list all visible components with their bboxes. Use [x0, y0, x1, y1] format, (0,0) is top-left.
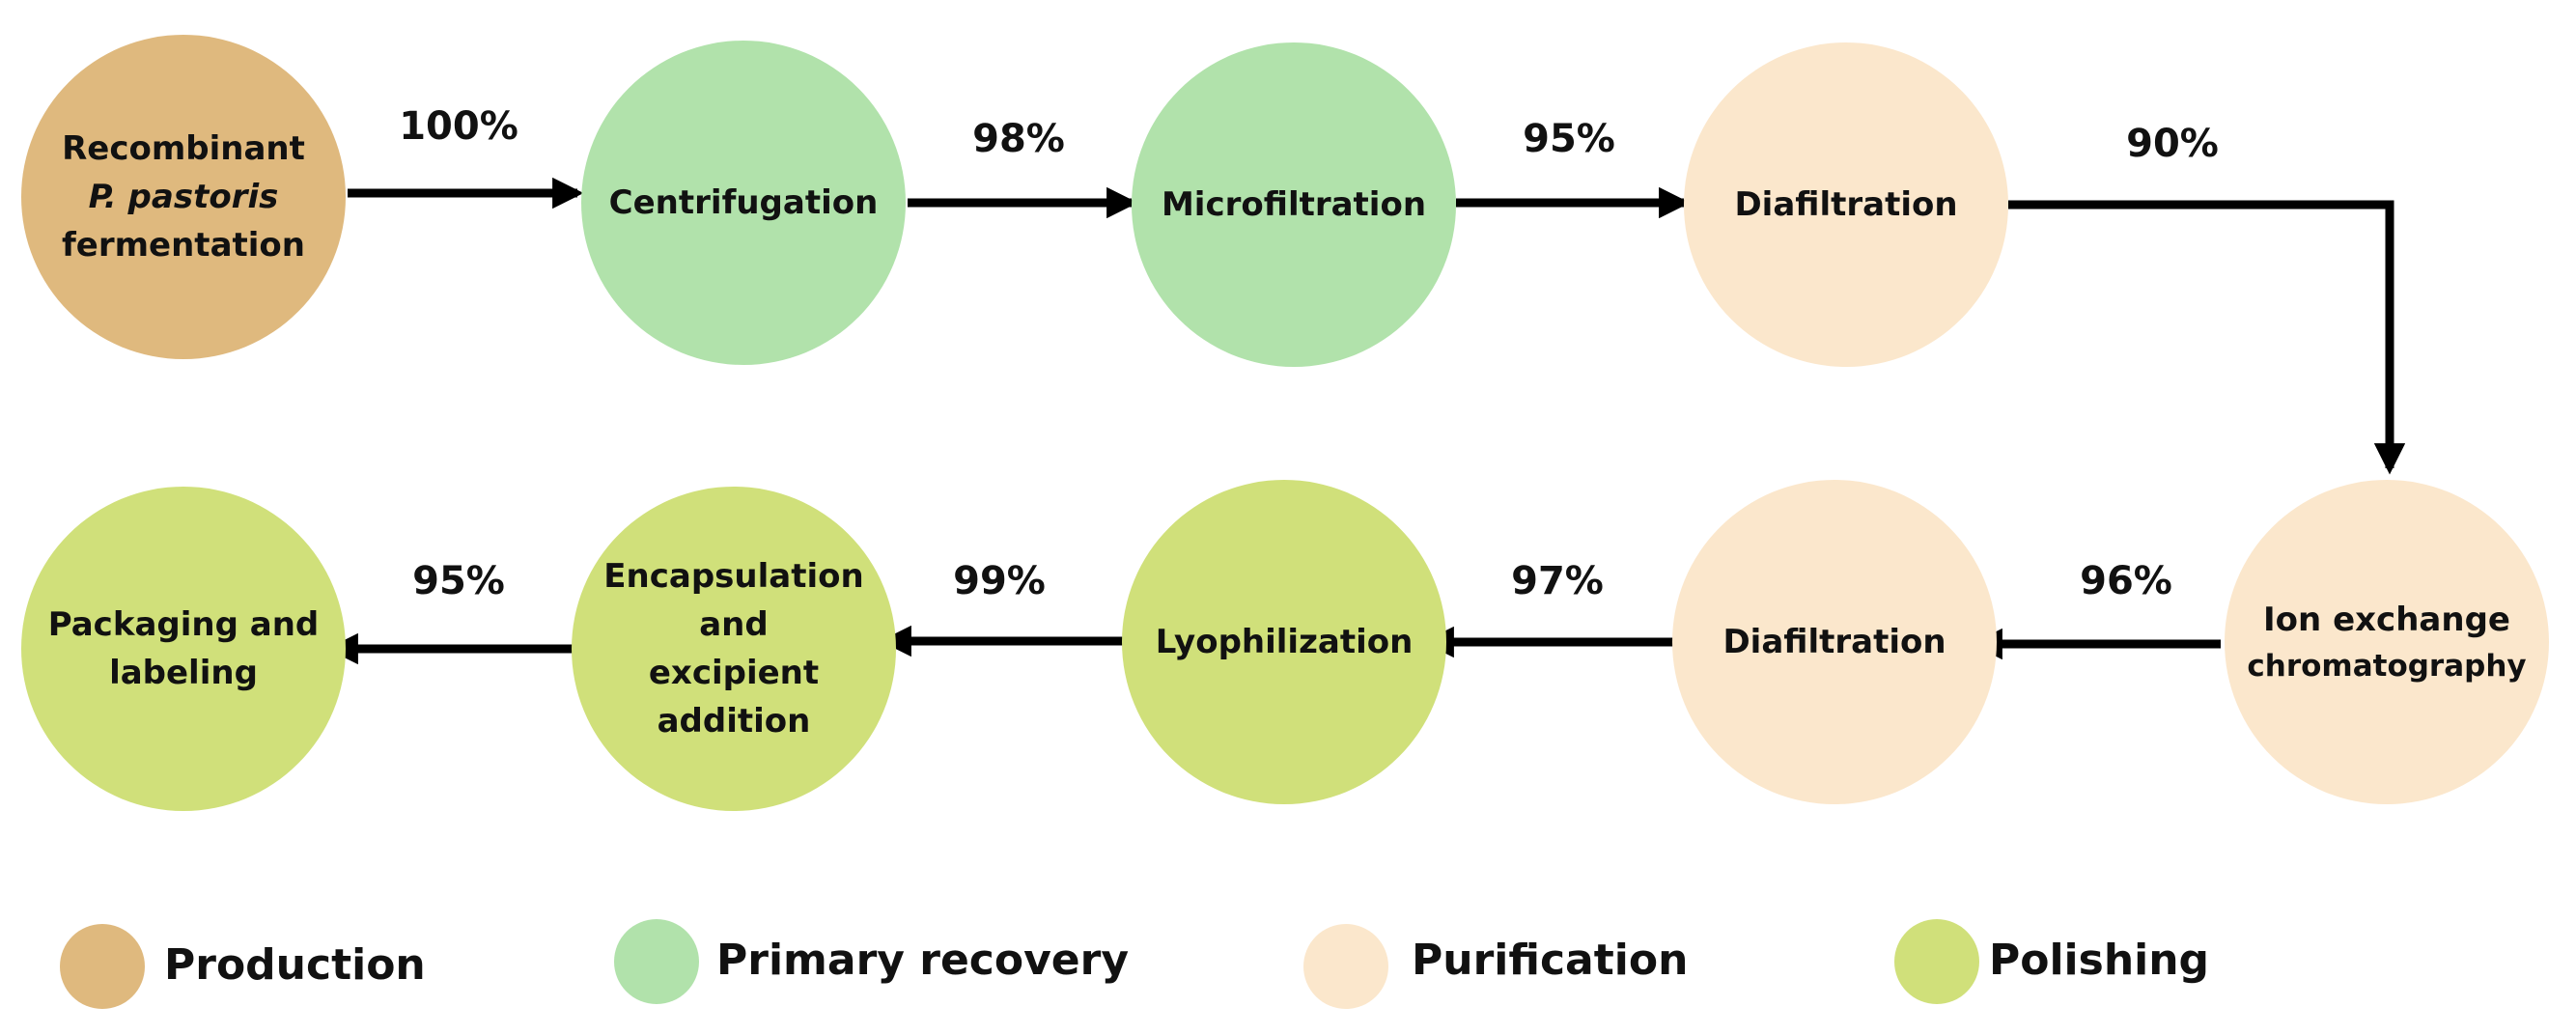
legend-label: Primary recovery — [716, 936, 1130, 985]
yield-label: 99% — [953, 559, 1046, 603]
legend-swatch-purification — [1303, 924, 1388, 1009]
legend-swatch-polishing — [1894, 919, 1979, 1004]
step-label: Recombinant P. pastoris fermentation — [62, 125, 305, 269]
step-node-lyophilization: Lyophilization — [1122, 480, 1446, 804]
step-node-diafiltration-2: Diafiltration — [1672, 480, 1997, 804]
step-label: Diafiltration — [1734, 181, 1957, 229]
step-label-line: Recombinant — [62, 129, 305, 168]
step-label: Encapsulation and excipient addition — [603, 552, 863, 745]
step-label-line: Encapsulation — [603, 557, 864, 596]
step-label: Microfiltration — [1162, 181, 1426, 229]
legend-swatch-primary-recovery — [614, 919, 699, 1004]
step-label-line: Diafiltration — [1734, 185, 1958, 224]
step-label-line: Diafiltration — [1722, 623, 1946, 661]
step-label-line: labeling — [109, 654, 258, 692]
step-label: Packaging and labeling — [48, 601, 320, 697]
step-node-fermentation: Recombinant P. pastoris fermentation — [21, 35, 346, 359]
flow-arrow — [2008, 200, 2406, 475]
step-node-encapsulation: Encapsulation and excipient addition — [572, 487, 896, 811]
legend-label: Production — [164, 940, 426, 990]
yield-label: 90% — [2126, 122, 2219, 166]
step-label-line: Ion exchange — [2263, 601, 2510, 639]
yield-label: 98% — [972, 117, 1065, 161]
legend-swatch-production — [60, 924, 145, 1009]
step-label: Diafiltration — [1722, 618, 1946, 666]
step-label: Ion exchange chromatography — [2247, 596, 2526, 688]
step-node-microfiltration: Microfiltration — [1132, 42, 1456, 367]
yield-label: 97% — [1511, 559, 1604, 603]
step-node-centrifugation: Centrifugation — [581, 41, 906, 365]
legend-label: Purification — [1412, 936, 1689, 985]
yield-label: 100% — [399, 104, 518, 149]
yield-label: 95% — [412, 559, 505, 603]
yield-label: 96% — [2080, 559, 2172, 603]
step-label-line: excipient — [648, 654, 820, 692]
step-label-line: Packaging and — [47, 605, 320, 644]
step-label-line: addition — [657, 702, 811, 741]
yield-label: 95% — [1523, 117, 1615, 161]
step-label: Centrifugation — [609, 179, 879, 227]
step-node-ion-exchange: Ion exchange chromatography — [2225, 480, 2549, 804]
step-label-line: Lyophilization — [1155, 623, 1414, 661]
step-label-line: fermentation — [62, 226, 305, 265]
step-label-line: chromatography — [2247, 649, 2527, 684]
step-label-line: and — [699, 605, 769, 644]
step-label-line: P. pastoris — [88, 178, 279, 216]
step-label-line: Microfiltration — [1161, 185, 1427, 224]
legend-label: Polishing — [1989, 936, 2210, 985]
step-label: Lyophilization — [1156, 618, 1414, 666]
step-node-diafiltration-1: Diafiltration — [1684, 42, 2008, 367]
step-node-packaging: Packaging and labeling — [21, 487, 346, 811]
step-label-line: Centrifugation — [608, 183, 879, 222]
